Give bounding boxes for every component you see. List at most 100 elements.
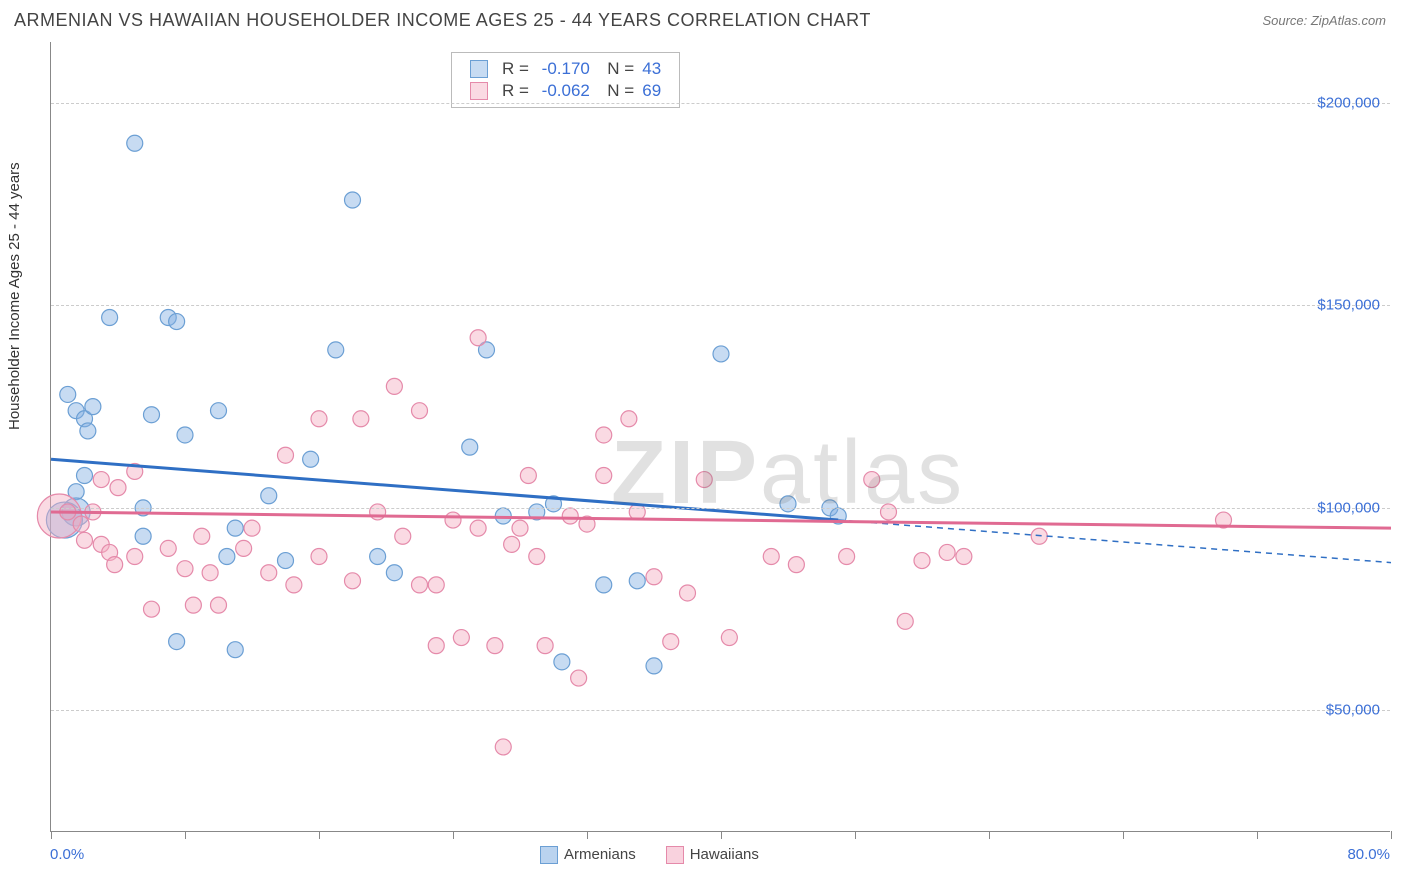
data-point (529, 549, 545, 565)
x-tick (185, 831, 186, 839)
data-point (227, 642, 243, 658)
data-point (244, 520, 260, 536)
data-point (127, 549, 143, 565)
data-point (303, 451, 319, 467)
legend-swatch (470, 82, 488, 100)
data-point (504, 536, 520, 552)
data-point (554, 654, 570, 670)
data-point (663, 634, 679, 650)
series-legend: ArmeniansHawaiians (540, 846, 759, 864)
data-point (412, 403, 428, 419)
legend-row: R = -0.062 N =69 (470, 80, 661, 102)
data-point (386, 565, 402, 581)
x-min-label: 0.0% (50, 846, 84, 863)
data-point (370, 504, 386, 520)
data-point (453, 630, 469, 646)
x-tick (453, 831, 454, 839)
data-point (520, 467, 536, 483)
data-point (219, 549, 235, 565)
chart-title: ARMENIAN VS HAWAIIAN HOUSEHOLDER INCOME … (14, 10, 871, 31)
data-point (495, 739, 511, 755)
data-point (93, 472, 109, 488)
data-point (696, 472, 712, 488)
data-point (788, 557, 804, 573)
data-point (780, 496, 796, 512)
x-tick (1123, 831, 1124, 839)
data-point (370, 549, 386, 565)
data-point (512, 520, 528, 536)
data-point (621, 411, 637, 427)
data-point (278, 553, 294, 569)
data-point (864, 472, 880, 488)
data-point (227, 520, 243, 536)
data-point (328, 342, 344, 358)
x-tick (855, 831, 856, 839)
x-tick (319, 831, 320, 839)
legend-swatch (540, 846, 558, 864)
data-point (345, 192, 361, 208)
legend-n-value: 43 (642, 59, 661, 79)
header: ARMENIAN VS HAWAIIAN HOUSEHOLDER INCOME … (0, 0, 1406, 39)
data-point (629, 573, 645, 589)
x-tick (1391, 831, 1392, 839)
data-point (169, 634, 185, 650)
data-point (596, 577, 612, 593)
data-point (428, 638, 444, 654)
source-label: Source: ZipAtlas.com (1262, 13, 1386, 28)
data-point (135, 528, 151, 544)
chart-plot-area: ZIPatlas R = -0.170 N =43R = -0.062 N =6… (50, 42, 1390, 832)
legend-item: Armenians (540, 846, 636, 864)
legend-r-value: -0.062 (542, 81, 590, 101)
data-point (261, 488, 277, 504)
data-point (144, 407, 160, 423)
legend-swatch (666, 846, 684, 864)
data-point (202, 565, 218, 581)
data-point (286, 577, 302, 593)
data-point (60, 386, 76, 402)
data-point (127, 135, 143, 151)
data-point (596, 427, 612, 443)
data-point (160, 540, 176, 556)
data-point (445, 512, 461, 528)
y-tick-label: $150,000 (1317, 297, 1380, 314)
data-point (261, 565, 277, 581)
x-tick (721, 831, 722, 839)
x-max-label: 80.0% (1347, 846, 1390, 863)
legend-r-value: -0.170 (542, 59, 590, 79)
trend-line (51, 459, 838, 520)
legend-swatch (470, 60, 488, 78)
data-point (680, 585, 696, 601)
y-axis-label: Householder Income Ages 25 - 44 years (6, 162, 23, 430)
legend-label: Armenians (564, 846, 636, 863)
legend-n-label: N = (598, 59, 634, 79)
y-tick-label: $50,000 (1326, 702, 1380, 719)
legend-r-label: R = (502, 59, 534, 79)
data-point (763, 549, 779, 565)
gridline-h (51, 305, 1390, 306)
data-point (144, 601, 160, 617)
data-point (107, 557, 123, 573)
data-point (897, 613, 913, 629)
x-tick (989, 831, 990, 839)
x-tick (1257, 831, 1258, 839)
y-tick-label: $200,000 (1317, 94, 1380, 111)
data-point (462, 439, 478, 455)
data-point (412, 577, 428, 593)
scatter-plot-svg (51, 42, 1390, 831)
data-point (470, 330, 486, 346)
data-point (839, 549, 855, 565)
data-point (169, 314, 185, 330)
data-point (177, 561, 193, 577)
data-point (487, 638, 503, 654)
data-point (571, 670, 587, 686)
data-point (102, 309, 118, 325)
data-point (211, 597, 227, 613)
data-point (73, 516, 89, 532)
data-point (77, 467, 93, 483)
data-point (80, 423, 96, 439)
y-tick-label: $100,000 (1317, 499, 1380, 516)
data-point (881, 504, 897, 520)
data-point (110, 480, 126, 496)
data-point (85, 399, 101, 415)
data-point (185, 597, 201, 613)
